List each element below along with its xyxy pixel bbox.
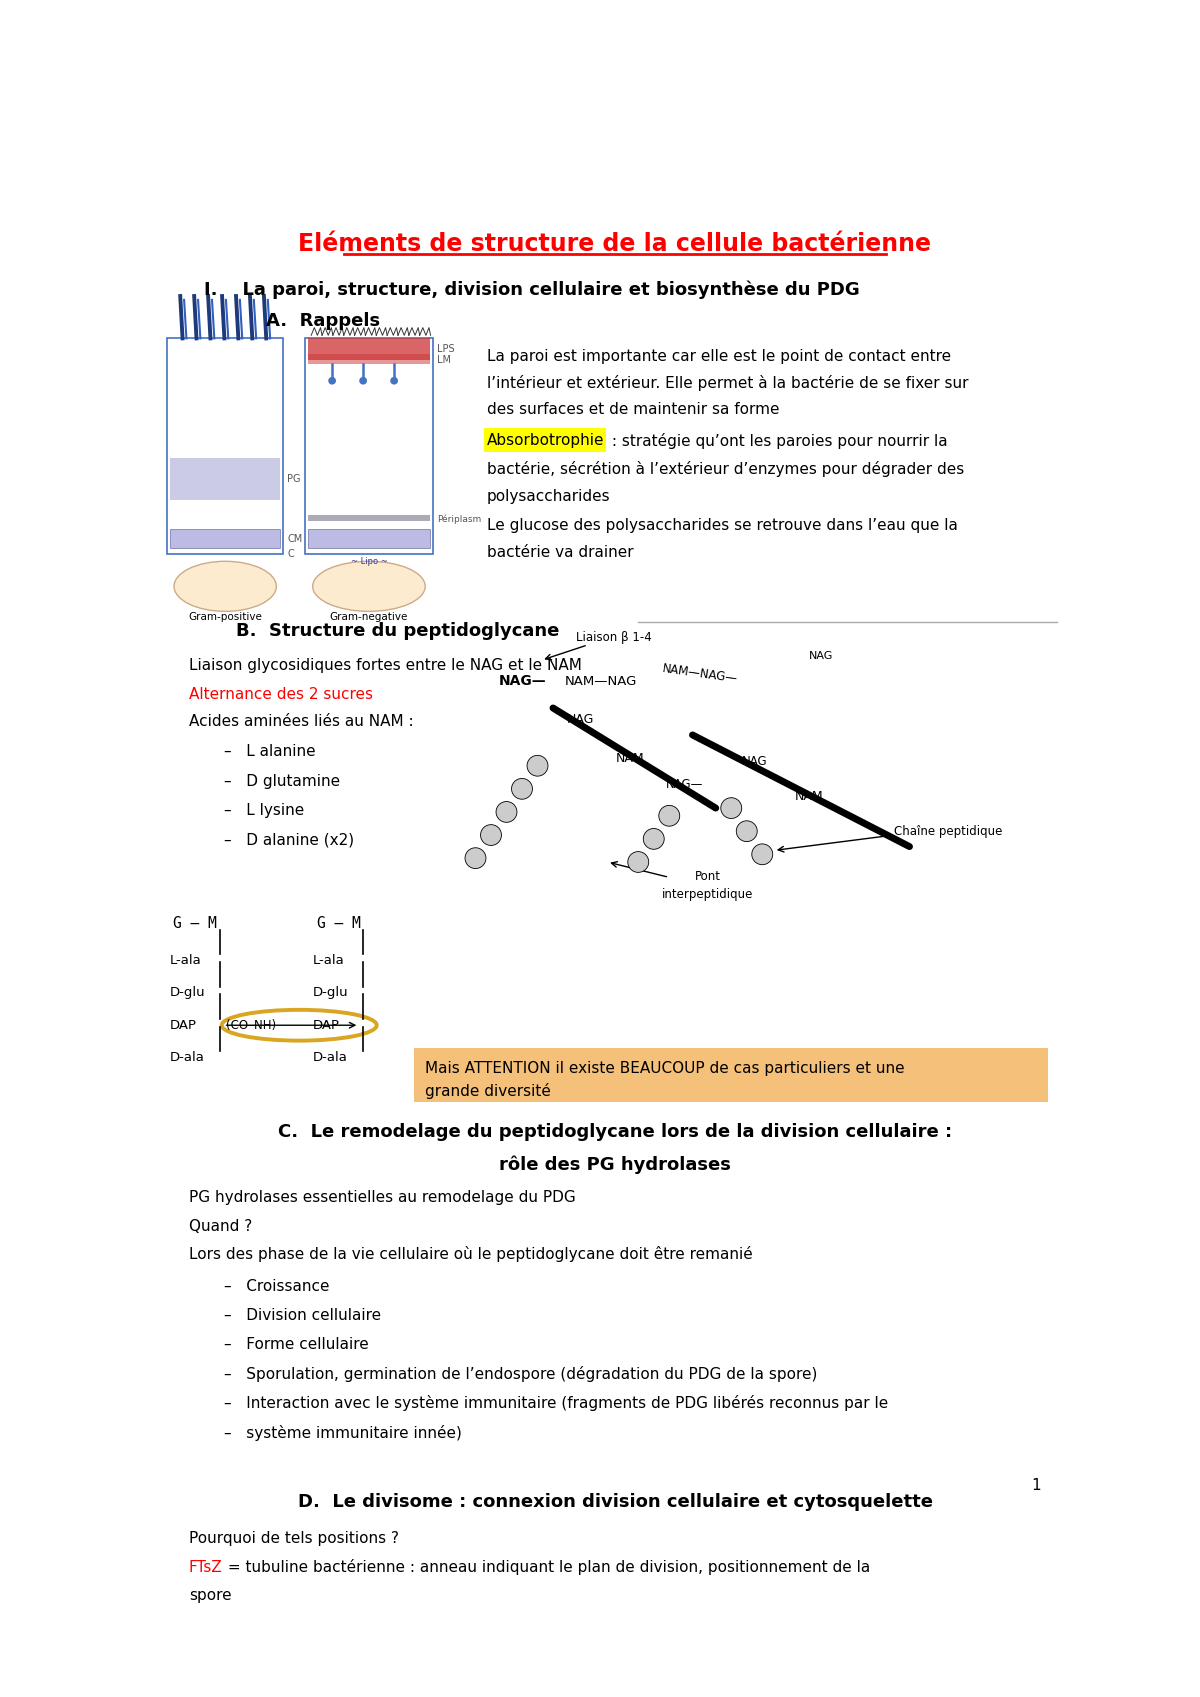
Text: LM: LM [437, 355, 451, 365]
FancyBboxPatch shape [484, 428, 606, 451]
Bar [308, 338, 430, 360]
Text: (CO–NH): (CO–NH) [226, 1018, 276, 1032]
Text: Mais ATTENTION il existe BEAUCOUP de cas particuliers et une: Mais ATTENTION il existe BEAUCOUP de cas… [425, 1061, 905, 1076]
Text: Pourquoi de tels positions ?: Pourquoi de tels positions ? [188, 1531, 398, 1546]
FancyBboxPatch shape [414, 1049, 1049, 1103]
Text: = tubuline bactérienne : anneau indiquant le plan de division, positionnement de: = tubuline bactérienne : anneau indiquan… [223, 1560, 870, 1575]
Text: spore: spore [188, 1588, 232, 1604]
Circle shape [737, 821, 757, 842]
Text: G — M: G — M [317, 916, 360, 932]
Text: ~ Lipo ~: ~ Lipo ~ [350, 557, 388, 567]
Text: Acides aminées liés au NAM :: Acides aminées liés au NAM : [188, 714, 413, 730]
Text: D-glu: D-glu [313, 986, 348, 1000]
Circle shape [480, 825, 502, 845]
Text: NAG—: NAG— [499, 674, 546, 687]
Circle shape [721, 798, 742, 818]
Text: –   Interaction avec le système immunitaire (fragments de PDG libérés reconnus p: – Interaction avec le système immunitair… [223, 1395, 888, 1412]
Circle shape [390, 377, 398, 385]
Bar [308, 514, 430, 521]
Bar [308, 528, 430, 548]
Text: –   D alanine (x2): – D alanine (x2) [223, 832, 354, 847]
Text: Lors des phase de la vie cellulaire où le peptidoglycane doit être remanié: Lors des phase de la vie cellulaire où l… [188, 1246, 752, 1263]
Text: NAM: NAM [616, 752, 644, 765]
Text: Absorbotrophie: Absorbotrophie [487, 433, 605, 448]
Ellipse shape [313, 562, 425, 611]
Text: –   D glutamine: – D glutamine [223, 774, 340, 789]
Bar [170, 458, 281, 501]
Text: DAP: DAP [313, 1018, 340, 1032]
Text: La paroi est importante car elle est le point de contact entre: La paroi est importante car elle est le … [487, 348, 952, 363]
Text: NAG—: NAG— [666, 779, 703, 791]
Ellipse shape [174, 562, 276, 611]
Circle shape [496, 801, 517, 823]
Text: Chaîne peptidique: Chaîne peptidique [894, 825, 1002, 838]
Circle shape [359, 377, 367, 385]
Text: D-ala: D-ala [169, 1050, 204, 1064]
Text: –   Sporulation, germination de l’endospore (dégradation du PDG de la spore): – Sporulation, germination de l’endospor… [223, 1366, 817, 1381]
Text: Quand ?: Quand ? [188, 1218, 252, 1234]
Text: NAG: NAG [742, 755, 767, 769]
Bar [170, 528, 281, 548]
Text: 1: 1 [1032, 1478, 1042, 1493]
Text: NAM—NAG—: NAM—NAG— [661, 662, 738, 686]
Text: –   L lysine: – L lysine [223, 803, 304, 818]
Text: bactérie, sécrétion à l’extérieur d’enzymes pour dégrader des: bactérie, sécrétion à l’extérieur d’enzy… [487, 462, 965, 477]
Text: des surfaces et de maintenir sa forme: des surfaces et de maintenir sa forme [487, 402, 780, 417]
Text: NAM: NAM [794, 791, 823, 803]
Text: FTsZ: FTsZ [188, 1560, 222, 1575]
Circle shape [659, 806, 679, 826]
Bar [305, 338, 433, 553]
Text: G — M: G — M [173, 916, 217, 932]
Text: NAM—NAG: NAM—NAG [565, 674, 637, 687]
Text: –   Division cellulaire: – Division cellulaire [223, 1308, 380, 1324]
Text: : stratégie qu’ont les paroies pour nourrir la: : stratégie qu’ont les paroies pour nour… [607, 433, 948, 448]
Text: –   système immunitaire innée): – système immunitaire innée) [223, 1424, 462, 1441]
Text: bactérie va drainer: bactérie va drainer [487, 545, 634, 560]
Text: L-ala: L-ala [313, 954, 344, 967]
Text: Gram-positive: Gram-positive [188, 613, 262, 623]
Circle shape [643, 828, 665, 848]
Text: PG hydrolases essentielles au remodelage du PDG: PG hydrolases essentielles au remodelage… [188, 1190, 576, 1205]
Text: A.  Rappels: A. Rappels [266, 312, 380, 329]
Text: B.  Structure du peptidoglycane: B. Structure du peptidoglycane [236, 623, 559, 640]
Text: rôle des PG hydrolases: rôle des PG hydrolases [499, 1156, 731, 1174]
Text: –   L alanine: – L alanine [223, 745, 316, 759]
Circle shape [466, 848, 486, 869]
Text: DAP: DAP [169, 1018, 197, 1032]
Text: CM: CM [287, 533, 302, 543]
Text: Alternance des 2 sucres: Alternance des 2 sucres [188, 687, 373, 701]
Circle shape [628, 852, 649, 872]
Text: D-ala: D-ala [313, 1050, 348, 1064]
Text: Eléments de structure de la cellule bactérienne: Eléments de structure de la cellule bact… [299, 232, 931, 256]
Circle shape [329, 377, 336, 385]
Text: I.    La paroi, structure, division cellulaire et biosynthèse du PDG: I. La paroi, structure, division cellula… [204, 280, 860, 299]
Bar [167, 338, 283, 553]
Circle shape [527, 755, 548, 776]
Circle shape [751, 843, 773, 865]
Text: D.  Le divisome : connexion division cellulaire et cytosquelette: D. Le divisome : connexion division cell… [298, 1493, 932, 1510]
Text: NAG: NAG [809, 652, 833, 662]
Text: Liaison glycosidiques fortes entre le NAG et le NAM: Liaison glycosidiques fortes entre le NA… [188, 658, 582, 674]
Text: L-ala: L-ala [169, 954, 202, 967]
Text: PG: PG [287, 473, 301, 484]
Circle shape [511, 779, 533, 799]
Text: D-glu: D-glu [169, 986, 205, 1000]
Text: C: C [287, 550, 294, 558]
Text: polysaccharides: polysaccharides [487, 489, 611, 504]
Text: grande diversité: grande diversité [425, 1083, 551, 1100]
Text: LPS: LPS [437, 344, 455, 355]
Text: Liaison β 1-4: Liaison β 1-4 [576, 631, 652, 643]
Text: Gram-negative: Gram-negative [330, 613, 408, 623]
Text: Pont
interpeptidique: Pont interpeptidique [662, 869, 754, 901]
Text: C.  Le remodelage du peptidoglycane lors de la division cellulaire :: C. Le remodelage du peptidoglycane lors … [278, 1123, 952, 1142]
Text: Périplasm: Périplasm [437, 514, 481, 524]
Text: –   Croissance: – Croissance [223, 1280, 329, 1293]
Text: –   Forme cellulaire: – Forme cellulaire [223, 1337, 368, 1353]
Text: l’intérieur et extérieur. Elle permet à la bactérie de se fixer sur: l’intérieur et extérieur. Elle permet à … [487, 375, 968, 390]
Text: Le glucose des polysaccharides se retrouve dans l’eau que la: Le glucose des polysaccharides se retrou… [487, 518, 958, 533]
Bar [308, 353, 430, 363]
Text: NAG: NAG [566, 713, 594, 726]
